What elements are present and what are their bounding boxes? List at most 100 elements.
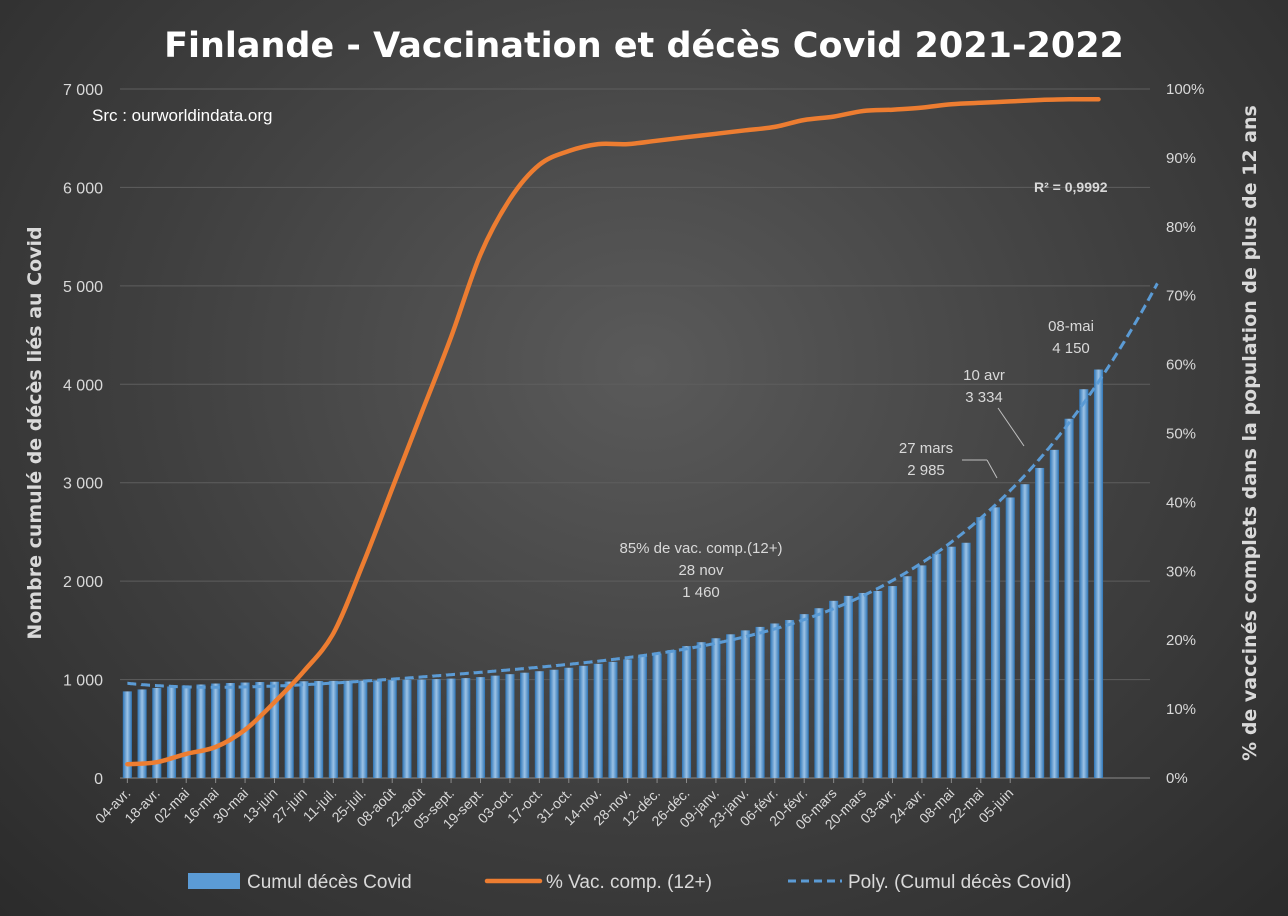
bar xyxy=(887,586,898,778)
bar xyxy=(284,681,294,778)
bar xyxy=(740,630,750,778)
bar xyxy=(961,542,971,778)
y2-axis-title: % de vaccinés complets dans la populatio… xyxy=(1239,105,1261,761)
y-tick-label: 0 xyxy=(94,771,103,788)
bar xyxy=(372,680,383,778)
bar xyxy=(166,686,177,778)
leader-line xyxy=(997,407,1025,447)
y2-tick-label: 90% xyxy=(1166,150,1196,167)
bar xyxy=(534,671,544,778)
r-squared-label: R² = 0,9992 xyxy=(1034,179,1108,195)
bar xyxy=(520,672,530,778)
y2-axis-ticks: 0% 10% 20% 30% 40% 50% 60% 70% 80% 90% 100% xyxy=(1166,81,1204,787)
y2-tick-label: 100% xyxy=(1166,81,1204,98)
x-axis-ticks: 04-avr.18-avr.02-mai16-mai30-mai13-juin2… xyxy=(92,778,1016,832)
y2-tick-label: 70% xyxy=(1166,288,1196,305)
chart-title: Finlande - Vaccination et décès Covid 20… xyxy=(164,26,1124,66)
y2-tick-label: 10% xyxy=(1166,701,1196,718)
bar xyxy=(578,665,589,778)
y-tick-label: 4 000 xyxy=(63,377,103,394)
annotations: 85% de vac. comp.(12+) 28 nov 1 460 27 mars… xyxy=(619,318,1093,601)
leader-line xyxy=(986,459,998,479)
vaccination-line xyxy=(125,97,1101,767)
annotation-text: 08-mai xyxy=(1048,318,1094,335)
bar xyxy=(637,656,647,778)
bar xyxy=(549,669,559,778)
bar xyxy=(505,674,515,778)
bar xyxy=(343,680,353,778)
bar xyxy=(461,678,471,778)
y-axis-title: Nombre cumulé de décès liés au Covid xyxy=(24,226,46,639)
bar xyxy=(711,638,721,778)
bar xyxy=(623,659,633,778)
annotation-text: 28 nov xyxy=(678,562,724,579)
bar xyxy=(387,680,397,778)
legend-label-trend: Poly. (Cumul décès Covid) xyxy=(848,872,1072,893)
bar xyxy=(314,681,324,778)
bar xyxy=(358,680,368,778)
annotation-text: 85% de vac. comp.(12+) xyxy=(619,540,782,557)
annotation-text: 10 avr xyxy=(963,367,1005,384)
bar xyxy=(902,576,912,778)
bar xyxy=(1035,467,1045,778)
bar xyxy=(1064,418,1074,778)
gridlines xyxy=(120,88,1150,779)
y2-tick-label: 80% xyxy=(1166,219,1196,236)
bar xyxy=(1005,497,1015,778)
bar xyxy=(843,595,853,778)
bar xyxy=(196,684,206,778)
y2-tick-label: 50% xyxy=(1166,426,1196,443)
bar xyxy=(122,691,132,778)
bar xyxy=(269,681,280,778)
y-tick-label: 7 000 xyxy=(63,82,103,99)
y2-tick-label: 60% xyxy=(1166,357,1196,374)
bar xyxy=(402,679,412,778)
bar xyxy=(431,679,441,778)
bar xyxy=(667,650,677,778)
annotation-text: 4 150 xyxy=(1052,340,1090,357)
bar xyxy=(829,600,839,778)
trendline xyxy=(127,282,1159,689)
y-tick-label: 1 000 xyxy=(63,673,103,690)
legend-label-bars: Cumul décès Covid xyxy=(247,872,412,893)
y2-tick-label: 20% xyxy=(1166,632,1196,649)
bar xyxy=(976,517,986,778)
bar xyxy=(784,620,795,778)
bar xyxy=(593,663,603,778)
bar xyxy=(299,681,309,778)
bar xyxy=(858,592,868,778)
y2-tick-label: 30% xyxy=(1166,563,1196,580)
y2-tick-label: 40% xyxy=(1166,494,1196,511)
annotation-text: 2 985 xyxy=(907,462,945,479)
bar xyxy=(946,546,956,778)
y-tick-label: 5 000 xyxy=(63,279,103,296)
legend-label-line: % Vac. comp. (12+) xyxy=(546,872,712,893)
y2-tick-label: 0% xyxy=(1166,770,1188,787)
bar xyxy=(417,679,427,778)
bar xyxy=(446,678,456,778)
bar xyxy=(652,653,662,778)
bar xyxy=(255,682,265,778)
bar xyxy=(475,677,486,778)
bar xyxy=(1020,484,1030,778)
bar xyxy=(211,683,221,778)
bar xyxy=(726,634,736,778)
bar xyxy=(696,642,706,778)
bar xyxy=(873,590,883,778)
bar xyxy=(225,683,235,778)
legend: Cumul décès Covid % Vac. comp. (12+) Pol… xyxy=(188,872,1072,893)
y-tick-label: 6 000 xyxy=(63,180,103,197)
y-tick-label: 2 000 xyxy=(63,574,103,591)
bar xyxy=(490,675,500,778)
annotation-text: 1 460 xyxy=(682,584,720,601)
annotation-text: 3 334 xyxy=(965,389,1003,406)
bar xyxy=(1079,389,1089,778)
source-note: Src : ourworldindata.org xyxy=(92,106,272,125)
bar xyxy=(770,623,780,778)
bar xyxy=(152,687,162,778)
bar xyxy=(1093,369,1104,778)
bar xyxy=(755,626,765,778)
bar xyxy=(328,680,338,778)
bar xyxy=(917,565,927,778)
